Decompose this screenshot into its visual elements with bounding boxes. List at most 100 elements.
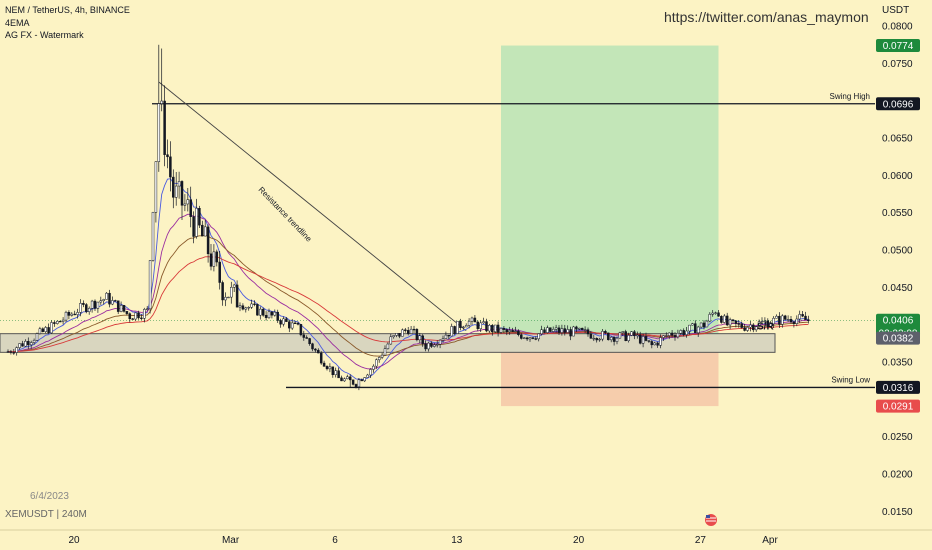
candle-body xyxy=(659,337,662,346)
candle-body xyxy=(50,322,53,334)
x-tick-label: 13 xyxy=(451,535,463,546)
candle xyxy=(583,326,587,334)
candle xyxy=(398,333,401,339)
candle xyxy=(644,332,648,342)
candle-body xyxy=(766,320,770,328)
candle-body xyxy=(464,325,468,328)
swing-high-price-text: 0.0696 xyxy=(883,99,914,110)
candle-body xyxy=(285,318,288,322)
candle-body xyxy=(592,337,596,340)
candle xyxy=(348,374,352,388)
y-tick-label: 0.0650 xyxy=(882,134,913,145)
candle-body xyxy=(462,326,465,329)
candle-body xyxy=(212,251,216,267)
candle xyxy=(598,337,601,342)
sr-label: S/R xyxy=(757,322,774,333)
candle xyxy=(189,186,192,228)
candle-body xyxy=(96,301,100,309)
candle-body xyxy=(540,329,543,335)
candle-body xyxy=(496,324,500,333)
candle xyxy=(6,349,10,353)
candle xyxy=(473,314,477,323)
candle xyxy=(650,340,654,349)
candle xyxy=(148,260,152,314)
candle-body xyxy=(64,311,68,321)
candle-body xyxy=(740,323,743,328)
candle-body xyxy=(427,342,430,350)
candle xyxy=(725,312,729,327)
candle xyxy=(76,308,79,319)
candle-body xyxy=(209,253,213,267)
candle xyxy=(50,320,53,334)
candle xyxy=(543,327,546,334)
candle-body xyxy=(711,312,714,315)
indicator-ema-label[interactable]: 4EMA xyxy=(5,18,30,28)
candle-body xyxy=(157,103,161,162)
candle-body xyxy=(302,334,306,338)
candle-body xyxy=(270,311,274,316)
candle-body xyxy=(180,181,184,206)
candle-body xyxy=(215,251,219,263)
candle-body xyxy=(720,315,723,323)
indicator-watermark-label[interactable]: AG FX - Watermark xyxy=(5,30,84,40)
candle xyxy=(717,310,720,317)
candle-body xyxy=(279,320,282,325)
candle-body xyxy=(221,282,224,301)
candle-body xyxy=(288,321,291,329)
candle-body xyxy=(241,305,245,310)
y-tick-label: 0.0750 xyxy=(882,59,913,70)
candle-body xyxy=(763,320,767,322)
candle-body xyxy=(186,199,190,205)
candle-body xyxy=(424,343,427,350)
candle-body xyxy=(456,321,459,334)
candle xyxy=(702,320,706,330)
candle xyxy=(145,305,149,311)
candle-body xyxy=(224,296,227,301)
candle-body xyxy=(667,332,671,336)
candle-body xyxy=(82,303,85,305)
candle-body xyxy=(517,330,520,335)
candle xyxy=(404,327,407,333)
candle xyxy=(772,316,775,329)
candle-body xyxy=(447,334,451,337)
candle-body xyxy=(725,315,729,326)
candle-body xyxy=(67,311,71,316)
us-flag-icon xyxy=(705,514,717,526)
candle xyxy=(375,358,378,369)
candle xyxy=(212,244,216,272)
candle xyxy=(279,318,282,328)
candle xyxy=(731,319,735,324)
x-tick-label: 6 xyxy=(332,535,338,546)
candle xyxy=(531,337,535,340)
candle xyxy=(520,333,523,340)
candle xyxy=(160,48,163,112)
candle-body xyxy=(308,338,311,345)
candle xyxy=(699,322,703,329)
candle-body xyxy=(331,366,335,376)
candle xyxy=(169,141,172,192)
candle xyxy=(317,348,320,354)
candle-body xyxy=(131,318,134,320)
candle-body xyxy=(636,334,639,337)
candle-body xyxy=(198,208,201,226)
candle xyxy=(493,324,497,334)
candle xyxy=(438,339,442,349)
candle-body xyxy=(752,324,755,331)
candle xyxy=(215,249,219,267)
candle xyxy=(546,325,549,334)
candle xyxy=(311,342,314,352)
candle xyxy=(372,364,375,373)
candle-body xyxy=(128,313,132,319)
candle xyxy=(56,320,59,325)
candle xyxy=(85,303,88,314)
candle-body xyxy=(27,341,30,346)
candle xyxy=(302,330,306,341)
candle-body xyxy=(58,320,62,323)
candle-body xyxy=(688,324,691,332)
candle xyxy=(140,314,143,321)
candle xyxy=(180,180,184,221)
candle-body xyxy=(444,334,448,339)
candle-body xyxy=(560,328,564,333)
candle-body xyxy=(488,325,491,332)
